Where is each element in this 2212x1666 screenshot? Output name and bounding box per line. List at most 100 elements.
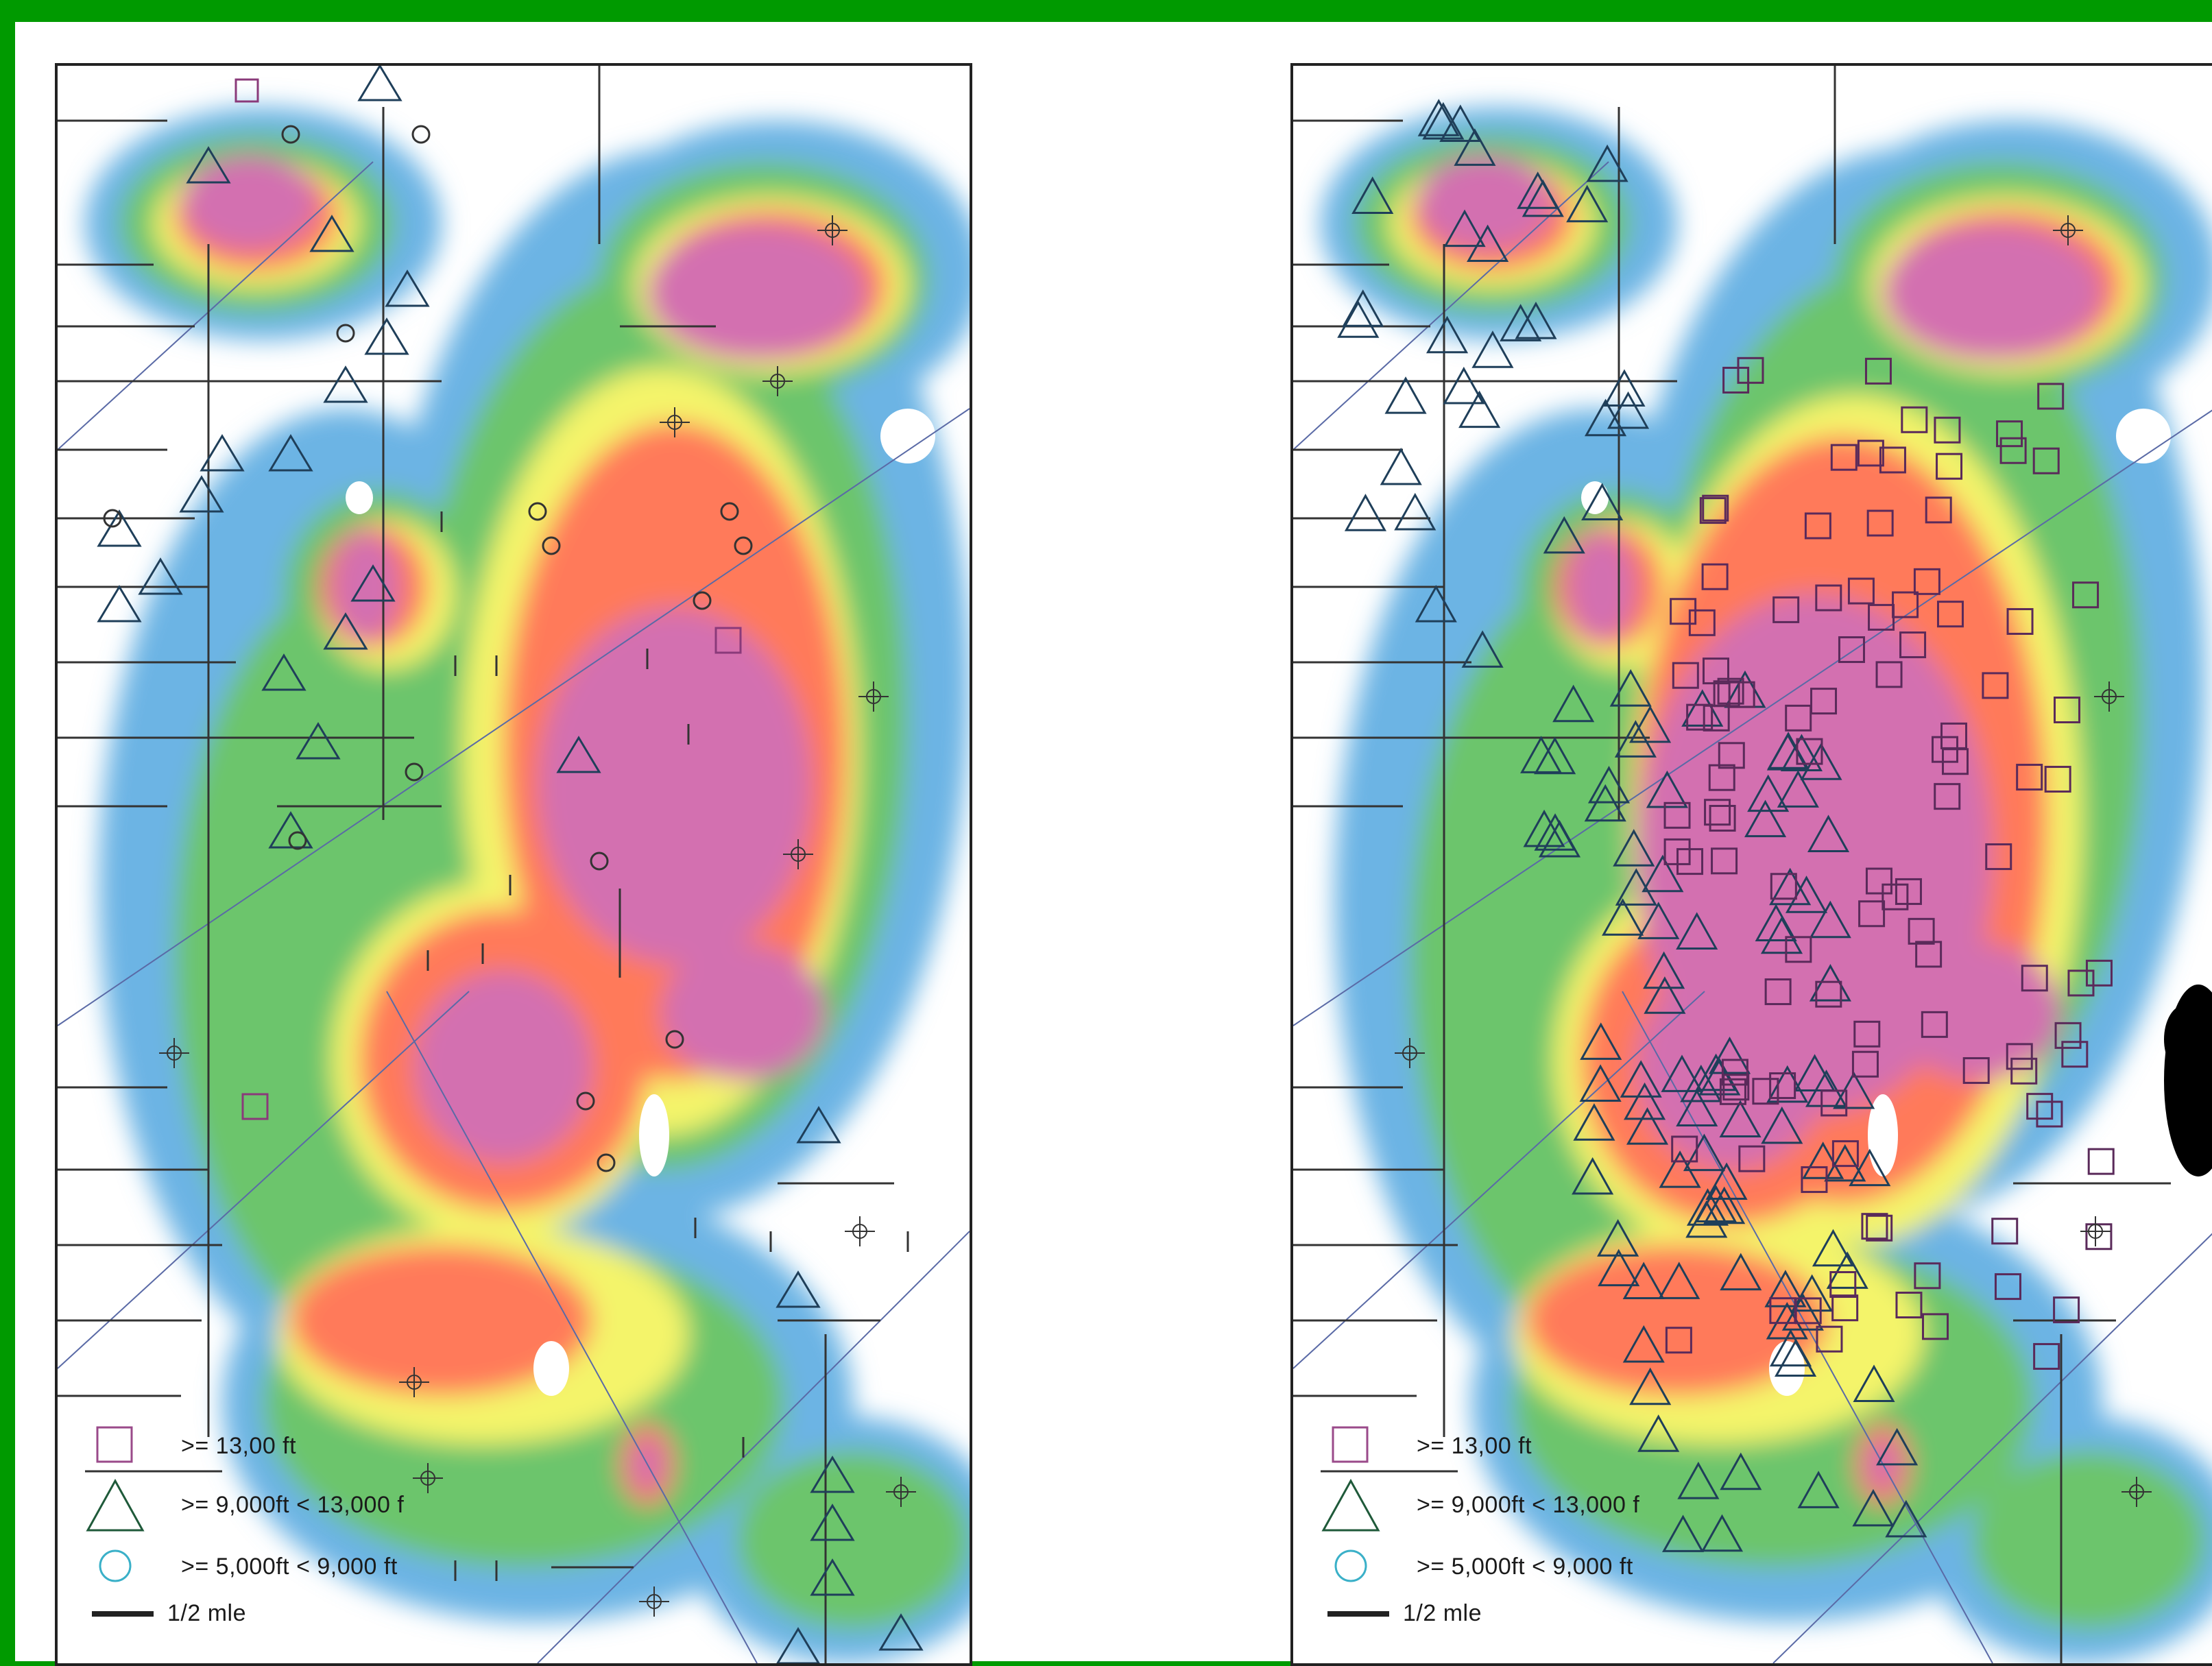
legend-label-triangle: >= 9,000ft < 13,000 f	[1417, 1492, 1640, 1518]
square-marker	[1804, 512, 1831, 540]
square-marker	[2026, 1093, 2054, 1120]
square-marker	[1936, 601, 1964, 628]
square-marker	[1752, 1078, 1779, 1105]
square-marker	[1701, 563, 1729, 590]
triangle-marker	[1461, 630, 1504, 668]
triangle-marker	[1705, 1162, 1748, 1200]
square-marker	[1704, 799, 1731, 826]
square-marker	[1728, 681, 1755, 708]
triangle-marker	[1543, 516, 1585, 554]
triangle-marker	[1394, 492, 1436, 531]
triangle-marker	[1769, 867, 1812, 906]
square-marker	[1999, 437, 2027, 464]
square-marker	[1847, 577, 1875, 605]
square-marker	[1671, 1135, 1698, 1163]
square-marker	[1699, 497, 1727, 524]
triangle-marker	[1683, 1133, 1726, 1172]
legend-label-circle: >= 5,000ft < 9,000 ft	[181, 1554, 398, 1580]
square-marker	[1882, 883, 1909, 910]
square-marker	[1708, 764, 1735, 791]
square-marker	[1816, 1325, 1843, 1353]
triangle-marker	[1584, 398, 1627, 437]
map-left: >= 13,00 ft >= 9,000ft < 13,000 f >= 5,0…	[55, 63, 972, 1666]
triangle-marker	[1351, 176, 1394, 215]
triangle-marker	[1609, 669, 1652, 707]
triangle-marker	[1780, 734, 1823, 772]
square-marker	[1709, 805, 1736, 832]
square-marker	[1785, 936, 1812, 963]
triangle-marker	[1853, 1364, 1895, 1402]
square-marker	[2033, 1342, 2060, 1370]
triangle-marker	[1629, 705, 1672, 743]
triangle-marker	[1637, 902, 1680, 939]
square-marker	[1991, 1218, 2019, 1245]
square-marker	[1796, 738, 1823, 765]
square-marker	[1895, 1292, 1923, 1319]
square-marker	[2085, 959, 2113, 987]
square-marker	[1895, 878, 1922, 905]
square-marker	[1737, 357, 1764, 384]
square-marker	[1861, 1213, 1888, 1240]
square-marker	[2010, 1057, 2038, 1085]
square-marker	[1717, 677, 1744, 705]
triangle-marker	[1761, 1106, 1803, 1144]
triangle-marker	[1824, 1144, 1866, 1182]
legend-label-scale: 1/2 mle	[1403, 1600, 1482, 1626]
triangle-marker	[1800, 743, 1842, 780]
triangle-marker	[1534, 736, 1576, 775]
triangle-marker	[1587, 766, 1631, 804]
square-marker	[2006, 607, 2034, 635]
triangle-marker	[1622, 1261, 1665, 1300]
square-marker	[1722, 366, 1750, 394]
triangle-marker	[1443, 366, 1485, 405]
density-heatmap-right	[1293, 66, 2212, 1663]
triangle-marker	[1777, 770, 1819, 808]
map-right: >= 13,00 ft >= 9,000ft < 13,000 f >= 5,0…	[1290, 63, 2212, 1666]
triangle-marker	[1607, 391, 1650, 429]
square-marker	[1721, 1059, 1748, 1086]
square-marker	[1718, 742, 1745, 769]
square-marker	[1901, 406, 1928, 433]
legend-label-square: >= 13,00 ft	[181, 1433, 297, 1459]
scale-bar-icon	[1327, 1611, 1389, 1617]
triangle-marker	[1876, 1427, 1919, 1466]
triangle-marker	[1572, 1157, 1614, 1195]
square-marker	[1908, 917, 1935, 945]
square-marker	[1857, 439, 1884, 467]
circle-marker-icon	[99, 1549, 132, 1582]
square-marker	[1985, 843, 2012, 871]
square-marker	[1770, 873, 1797, 900]
triangle-marker	[1676, 1089, 1718, 1126]
triangle-marker	[1747, 774, 1790, 812]
square-marker	[1996, 420, 2023, 448]
triangle-marker	[1677, 1462, 1720, 1499]
square-marker	[2032, 447, 2060, 474]
triangle-marker	[1500, 304, 1542, 341]
square-marker	[1772, 596, 1800, 623]
square-marker	[1892, 591, 1919, 618]
square-marker	[1864, 357, 1892, 385]
triangle-marker	[1614, 720, 1657, 758]
triangle-marker	[1661, 1054, 1703, 1092]
triangle-marker	[1342, 289, 1384, 327]
triangle-marker	[1598, 1248, 1640, 1287]
triangle-marker	[1849, 1148, 1891, 1187]
square-marker	[1831, 1294, 1859, 1322]
square-marker-icon	[96, 1426, 133, 1463]
triangle-marker	[1658, 1261, 1700, 1299]
triangle-marker	[1643, 951, 1685, 989]
triangle-marker	[1417, 99, 1460, 136]
square-marker	[1738, 1145, 1766, 1172]
square-marker	[1936, 452, 1963, 480]
triangle-marker	[1661, 1514, 1705, 1552]
triangle-marker	[1680, 1064, 1722, 1102]
triangle-marker	[1676, 912, 1718, 950]
square-marker	[1831, 1140, 1859, 1168]
square-marker	[1925, 496, 1952, 524]
triangle-marker	[1622, 1325, 1665, 1363]
triangle-marker	[1686, 1188, 1729, 1226]
square-marker	[1934, 416, 1961, 444]
triangle-marker	[1534, 813, 1576, 851]
square-marker	[1962, 1057, 1990, 1084]
square-marker	[1686, 703, 1714, 731]
